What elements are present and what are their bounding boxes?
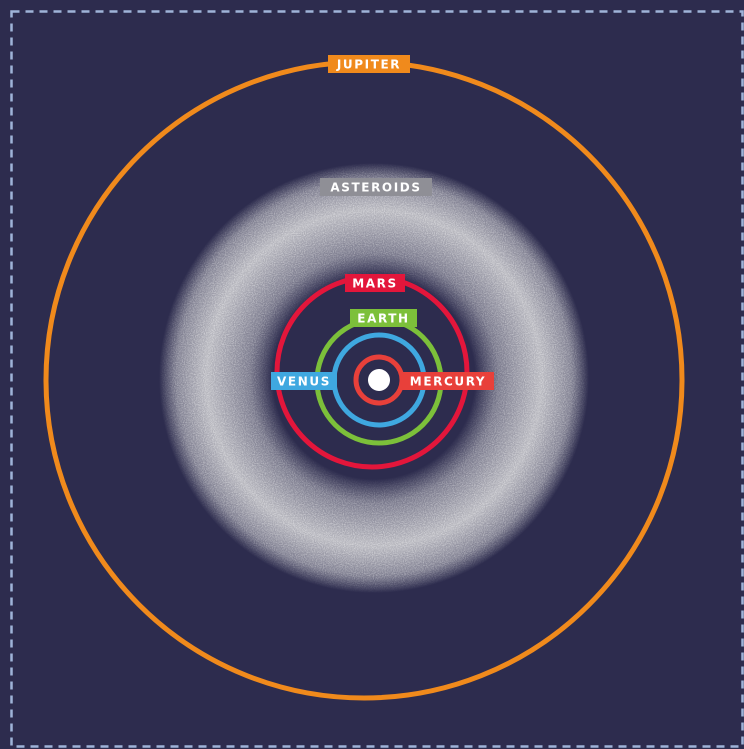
label-mercury-text: MERCURY <box>410 375 486 389</box>
label-jupiter: JUPITER <box>328 55 410 73</box>
sun-icon <box>368 369 390 391</box>
dashed-frame <box>10 10 744 748</box>
label-earth-text: EARTH <box>357 312 409 326</box>
label-mars: MARS <box>345 274 405 292</box>
label-asteroids-text: ASTEROIDS <box>330 181 421 195</box>
label-mercury: MERCURY <box>402 372 494 390</box>
label-jupiter-text: JUPITER <box>336 58 401 72</box>
label-earth: EARTH <box>350 309 417 327</box>
label-venus-text: VENUS <box>277 375 331 389</box>
label-venus: VENUS <box>271 372 337 390</box>
label-asteroids: ASTEROIDS <box>320 178 432 196</box>
label-mars-text: MARS <box>352 277 398 291</box>
